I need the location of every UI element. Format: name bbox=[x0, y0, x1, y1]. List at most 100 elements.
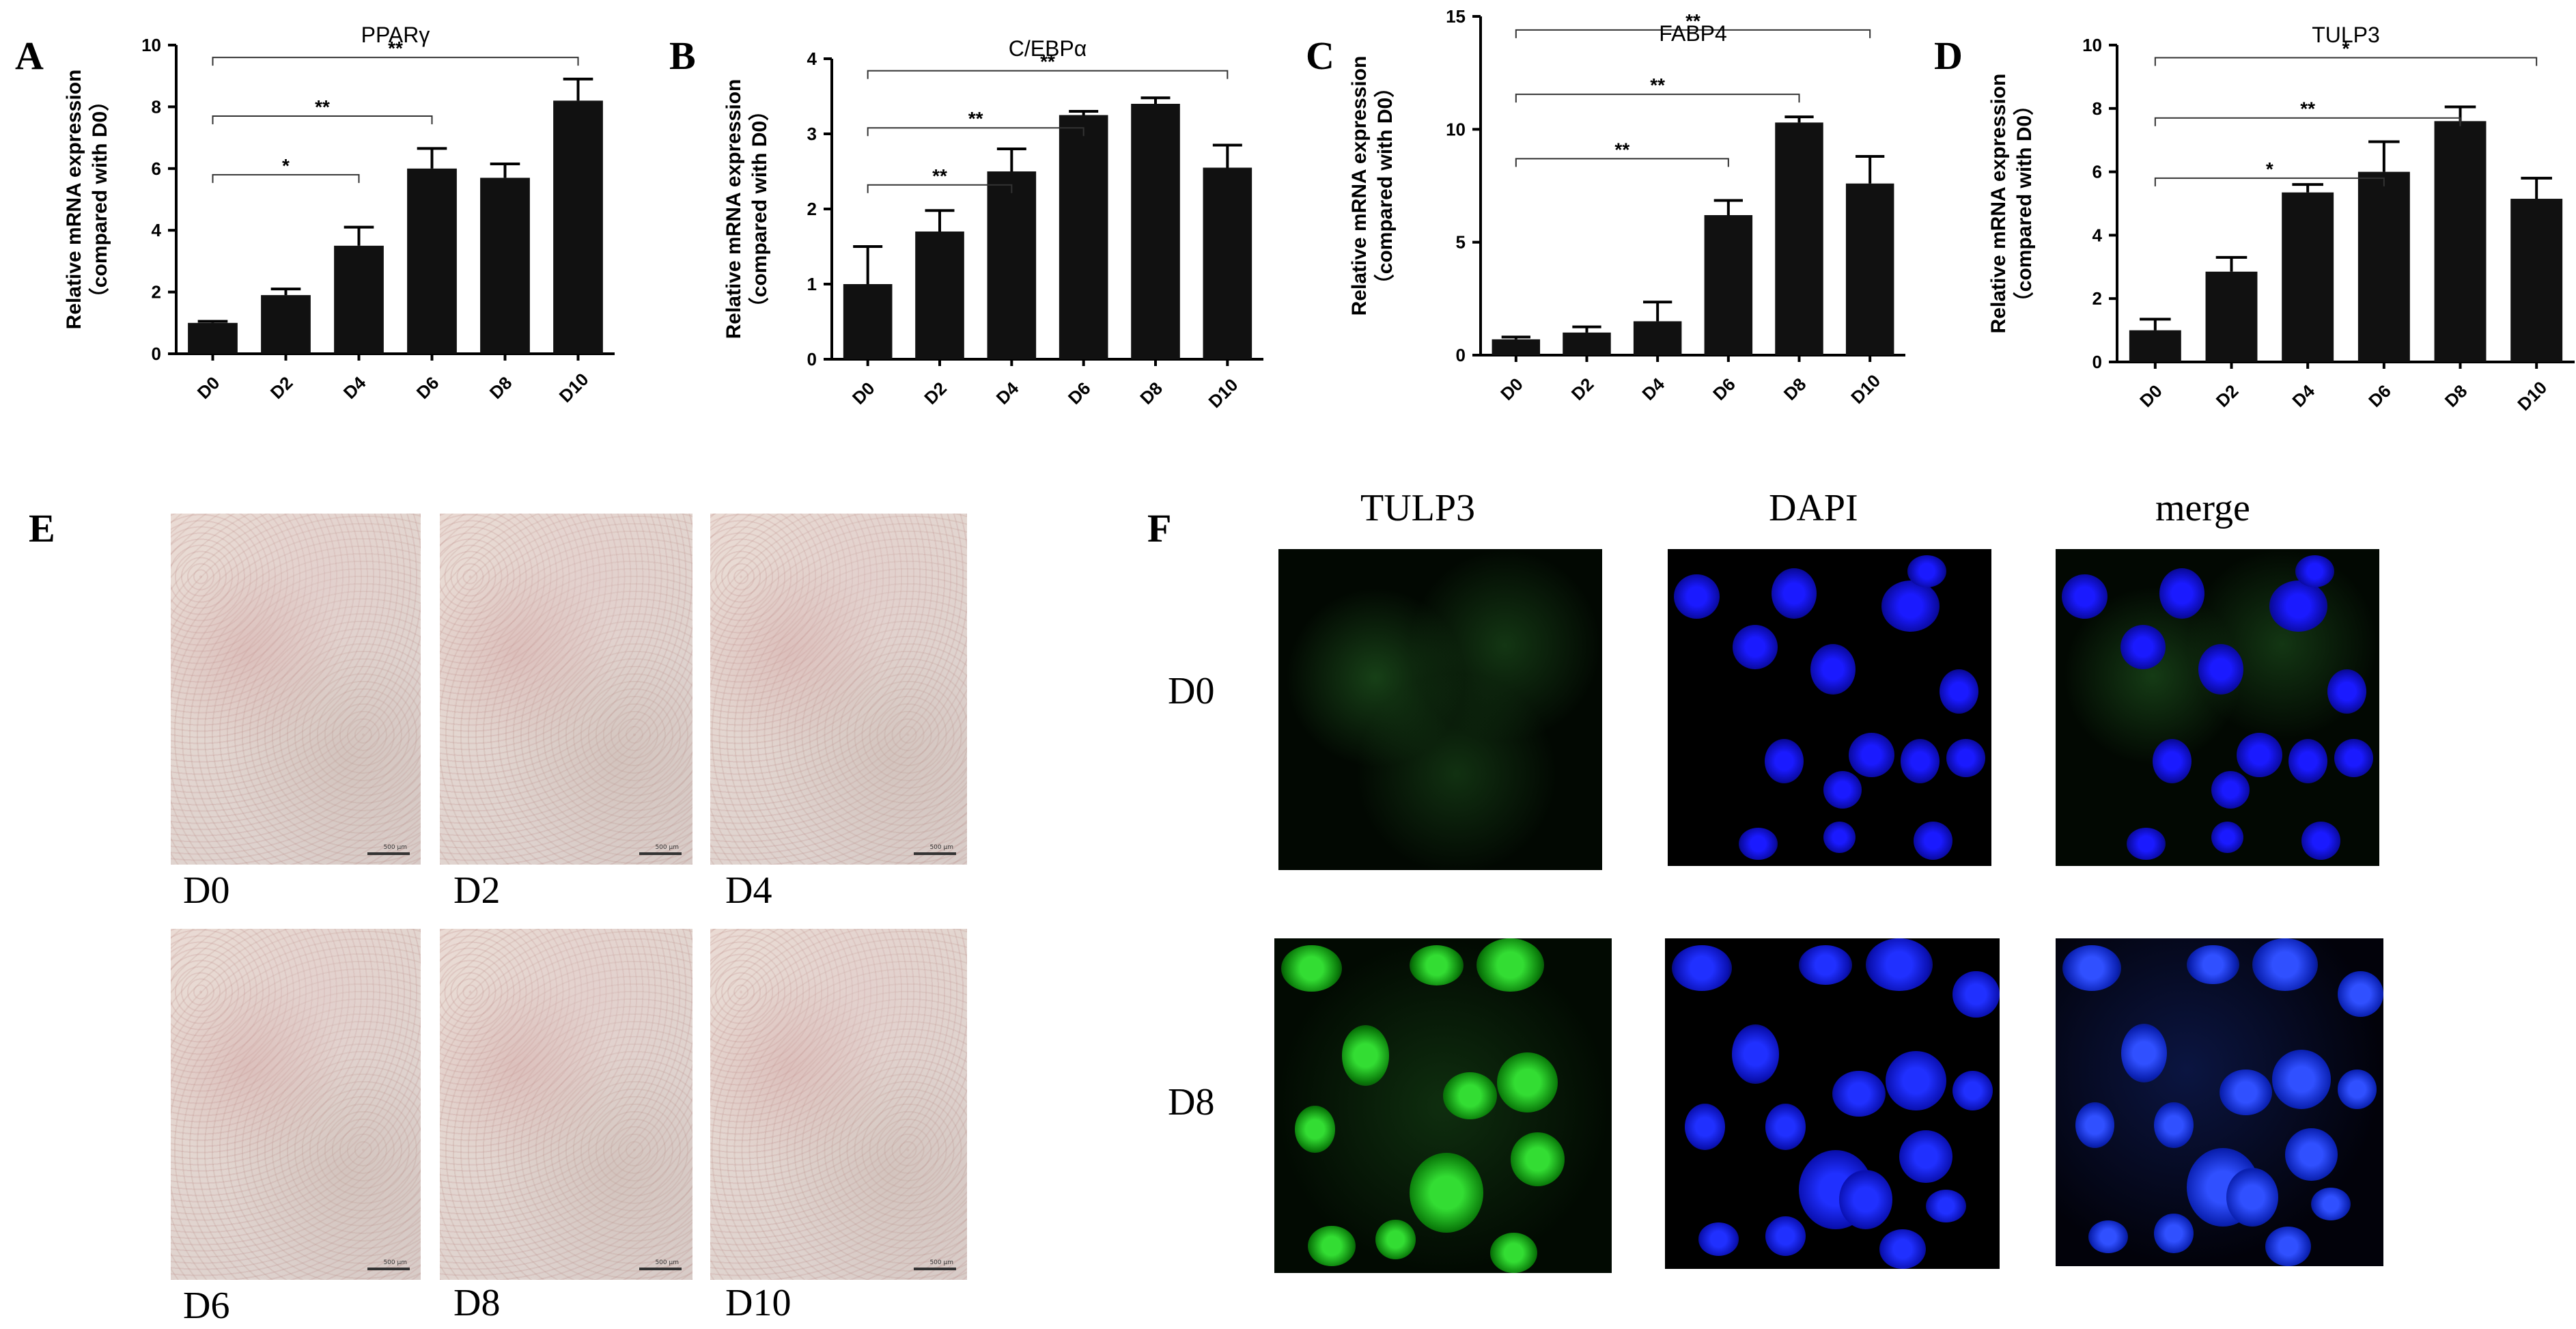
chart-4-y-tick-label: 10 bbox=[2082, 35, 2102, 55]
chart-2-bar bbox=[843, 284, 893, 359]
chart-4-significance-label: * bbox=[2342, 38, 2350, 59]
chart-1-y-tick-label: 10 bbox=[141, 35, 161, 55]
nucleus bbox=[1832, 1070, 1886, 1117]
chart-3-x-tick-label: D10 bbox=[1847, 370, 1884, 408]
chart-1-bar bbox=[407, 168, 457, 354]
chart-2-y-tick-label: 4 bbox=[807, 48, 817, 69]
chart-4-x-tick-label: D0 bbox=[2136, 380, 2166, 411]
image-label-d2: D2 bbox=[453, 869, 501, 912]
chart-1-x-tick-label: D2 bbox=[266, 372, 297, 403]
nucleus bbox=[1940, 669, 1979, 714]
nucleus bbox=[2337, 1069, 2377, 1109]
chart-1-bar bbox=[480, 178, 530, 354]
nucleus bbox=[1946, 739, 1985, 778]
chart-3-y-tick-label: 0 bbox=[1456, 345, 1466, 365]
chart-2-significance-label: ** bbox=[932, 165, 947, 186]
chart-1-y-axis-label: Relative mRNA expression bbox=[63, 70, 85, 330]
chart-4-y-tick-label: 8 bbox=[2092, 98, 2102, 119]
chart-3-x-tick-label: D6 bbox=[1709, 374, 1739, 404]
chart-3-x-tick-label: D0 bbox=[1496, 374, 1527, 404]
chart-4-bar bbox=[2434, 121, 2487, 363]
scale-bar-label: 500 μm bbox=[655, 1259, 679, 1266]
chart-3-bar bbox=[1563, 332, 1611, 355]
chart-4-significance-bracket bbox=[2154, 177, 2385, 186]
nucleus bbox=[2311, 1187, 2351, 1220]
nucleus bbox=[1671, 945, 1732, 992]
fluorescence-merge-d8 bbox=[2056, 938, 2383, 1266]
chart-3-significance-bracket bbox=[1515, 158, 1729, 167]
chart-3-significance-label: ** bbox=[1685, 10, 1700, 31]
fluorescence-merge-d0 bbox=[2056, 549, 2379, 866]
nucleus bbox=[1308, 1226, 1356, 1267]
chart-1-significance-bracket bbox=[212, 173, 360, 183]
chart-1-x-tick-label: D0 bbox=[193, 372, 224, 403]
nucleus bbox=[2187, 945, 2239, 985]
chart-1-significance-label: ** bbox=[388, 38, 403, 59]
oil-red-image-d10: 500 μm bbox=[710, 929, 967, 1280]
chart-2-y-axis-sublabel: （compared with D0） bbox=[748, 100, 771, 318]
chart-4-significance-bracket bbox=[2154, 57, 2538, 66]
nucleus bbox=[1849, 733, 1894, 778]
nucleus bbox=[2327, 669, 2367, 714]
scale-bar-label: 500 μm bbox=[929, 844, 953, 851]
chart-1-x-tick-label: D10 bbox=[555, 369, 593, 406]
chart-3-significance-bracket bbox=[1515, 94, 1800, 103]
image-label-d0: D0 bbox=[183, 869, 230, 912]
scale-bar-label: 500 μm bbox=[383, 1259, 407, 1266]
nucleus bbox=[2271, 1050, 2332, 1109]
nucleus bbox=[1490, 1233, 1538, 1273]
nucleus bbox=[2337, 971, 2383, 1018]
row-label-d8: D8 bbox=[1168, 1081, 1215, 1123]
chart-2-bar bbox=[1131, 104, 1180, 359]
nucleus bbox=[1799, 945, 1853, 985]
panel-letter-a: A bbox=[15, 33, 44, 78]
chart-2-title: C/EBPα bbox=[1009, 36, 1087, 61]
chart-1-y-tick-label: 4 bbox=[152, 220, 162, 240]
nucleus bbox=[1914, 822, 1953, 860]
chart-3-significance-bracket bbox=[1515, 29, 1871, 38]
chart-2-y-tick-label: 1 bbox=[807, 274, 817, 294]
chart-1-y-tick-label: 0 bbox=[152, 344, 161, 364]
chart-2-bar bbox=[915, 232, 964, 359]
scale-bar bbox=[639, 852, 682, 855]
panel-letter-c: C bbox=[1306, 33, 1334, 78]
chart-2-y-tick-label: 3 bbox=[807, 124, 817, 144]
chart-3-bar bbox=[1633, 321, 1682, 355]
chart-3-x-tick-label: D8 bbox=[1780, 374, 1810, 404]
fluorescence-dapi-d8 bbox=[1665, 938, 2000, 1269]
chart-1-y-tick-label: 8 bbox=[152, 96, 161, 117]
chart-1-y-tick-label: 2 bbox=[152, 282, 161, 303]
nucleus bbox=[1739, 828, 1778, 860]
chart-2-x-tick-label: D4 bbox=[992, 378, 1023, 408]
nucleus bbox=[2334, 739, 2373, 778]
nucleus bbox=[1879, 1229, 1927, 1269]
nucleus bbox=[1732, 625, 1778, 670]
fluorescence-tulp3-d0 bbox=[1278, 549, 1602, 870]
nucleus bbox=[1823, 770, 1862, 809]
nucleus bbox=[2252, 938, 2318, 991]
nucleus bbox=[2285, 1128, 2338, 1181]
chart-3-significance-label: ** bbox=[1614, 139, 1629, 160]
chart-2-y-axis-label: Relative mRNA expression bbox=[723, 79, 745, 339]
nucleus bbox=[1476, 938, 1545, 992]
chart-3-bar bbox=[1704, 214, 1753, 355]
chart-1-significance-bracket bbox=[212, 115, 433, 124]
chart-1-bar bbox=[553, 100, 603, 354]
chart-4-x-tick-label: D10 bbox=[2513, 377, 2551, 415]
chart-3-bar bbox=[1492, 339, 1541, 355]
nucleus bbox=[1771, 568, 1817, 619]
fluorescence-dapi-d0 bbox=[1668, 549, 1991, 866]
chart-3-y-tick-label: 15 bbox=[1446, 6, 1466, 27]
nucleus bbox=[1698, 1222, 1739, 1256]
nucleus bbox=[1674, 574, 1720, 619]
chart-4-bar bbox=[2205, 271, 2258, 362]
oil-red-image-d6: 500 μm bbox=[171, 929, 421, 1280]
nucleus bbox=[2088, 1220, 2128, 1253]
chart-2-x-tick-label: D0 bbox=[848, 378, 879, 408]
nucleus bbox=[2237, 733, 2282, 778]
chart-2-x-tick-label: D2 bbox=[920, 378, 951, 408]
chart-4-bar bbox=[2129, 330, 2181, 362]
nucleus bbox=[1294, 1106, 1335, 1153]
scale-bar bbox=[914, 852, 956, 855]
